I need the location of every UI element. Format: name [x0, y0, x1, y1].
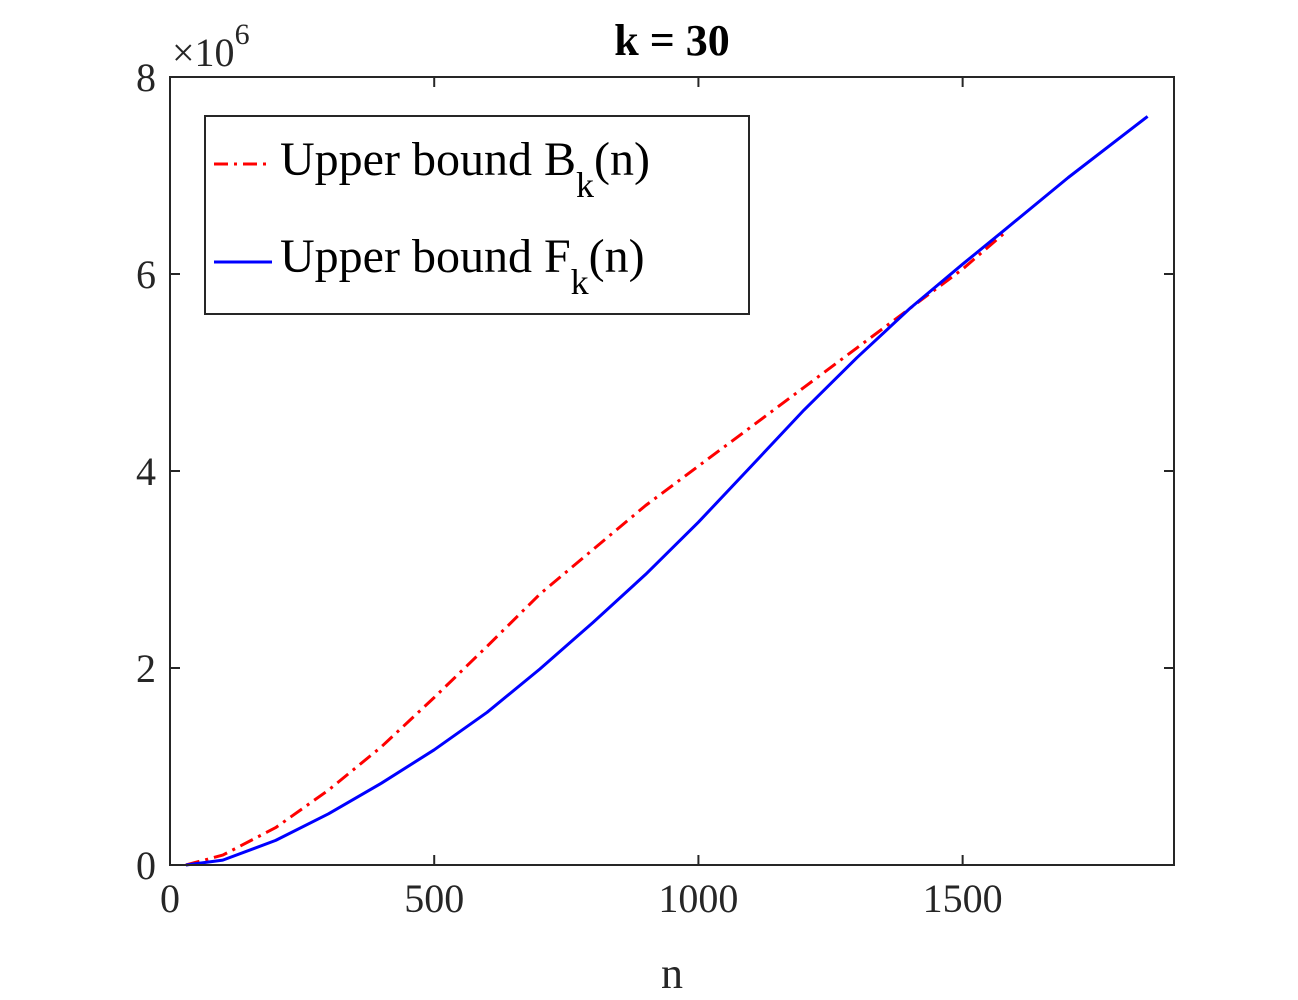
legend-f-prefix: Upper bound F	[280, 230, 571, 283]
legend-entry-f: Upper bound Fk(n)	[280, 230, 645, 302]
y-exponent-base: ×10	[172, 30, 235, 75]
legend-entry-b: Upper bound Bk(n)	[280, 133, 650, 205]
x-tick-label: 1500	[923, 876, 1003, 921]
chart-title: k = 30	[614, 16, 730, 65]
y-tick-label: 0	[136, 843, 156, 888]
y-tick-label: 8	[136, 55, 156, 100]
x-tick-label: 0	[160, 876, 180, 921]
legend-b-suffix: (n)	[594, 133, 650, 186]
y-tick-label: 2	[136, 646, 156, 691]
y-tick-label: 4	[136, 449, 156, 494]
x-tick-label: 1000	[658, 876, 738, 921]
tick-layer: 0 500 1000 1500 0 2 4 6 8	[136, 55, 1174, 921]
series-line-1	[185, 115, 1149, 867]
y-exponent-power: 6	[235, 18, 250, 51]
legend-box	[204, 115, 750, 315]
svg-text:×106: ×106	[172, 18, 250, 75]
legend-f-sub: k	[571, 262, 589, 302]
legend-b-prefix: Upper bound B	[280, 133, 576, 186]
x-tick-label: 500	[404, 876, 464, 921]
series-line-0	[185, 231, 1006, 867]
y-exponent-label: ×106	[172, 18, 250, 75]
series-layer	[185, 115, 1149, 867]
legend: Upper bound Bk(n) Upper bound Fk(n)	[204, 115, 750, 315]
legend-b-sub: k	[576, 165, 594, 205]
x-axis-label: n	[661, 949, 683, 998]
legend-f-suffix: (n)	[589, 230, 645, 283]
y-tick-label: 6	[136, 252, 156, 297]
